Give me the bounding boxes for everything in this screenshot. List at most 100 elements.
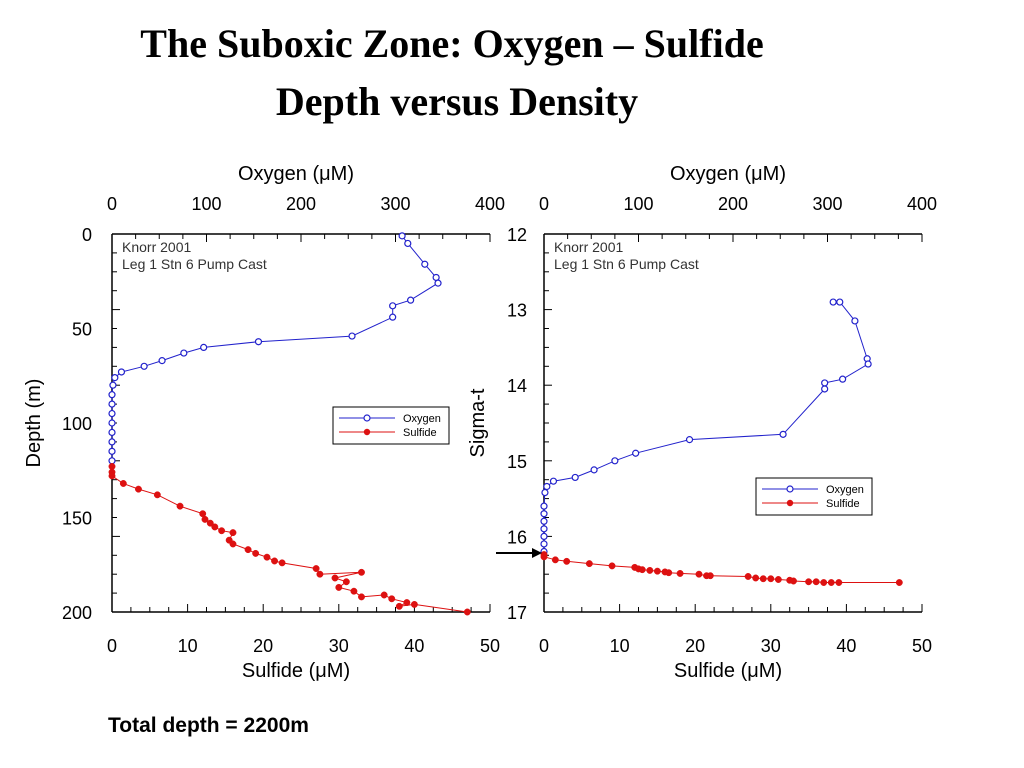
- y-tick-label: 15: [507, 452, 527, 472]
- sulfide-point: [108, 472, 116, 480]
- oxygen-point: [779, 430, 787, 438]
- top-tick-label: 100: [191, 194, 221, 214]
- sulfide-point: [119, 480, 127, 487]
- oxygen-point: [108, 447, 116, 455]
- oxygen-point: [109, 381, 117, 389]
- legend-marker: [786, 485, 794, 493]
- sulfide-point: [358, 593, 365, 601]
- top-tick-label: 200: [286, 194, 316, 214]
- sulfide-point: [206, 519, 214, 527]
- bottom-tick-label: 20: [253, 636, 273, 656]
- sulfide-point: [646, 566, 654, 574]
- sulfide-point: [676, 569, 684, 577]
- oxygen-point: [117, 368, 126, 376]
- oxygen-point: [421, 260, 429, 268]
- y-tick-label: 13: [507, 301, 527, 321]
- sulfide-point: [653, 567, 661, 575]
- sulfide-point: [790, 577, 797, 585]
- sulfide-point: [316, 570, 324, 578]
- cast-annotation: Leg 1 Stn 6 Pump Cast: [122, 256, 267, 272]
- cast-annotation: Knorr 2001: [122, 239, 191, 255]
- sulfide-point: [135, 485, 142, 493]
- sulfide-line: [111, 466, 468, 613]
- y-tick-label: 50: [72, 320, 92, 340]
- y-tick-label: 100: [62, 414, 92, 434]
- oxygen-point: [685, 436, 694, 444]
- sulfide-point: [835, 579, 843, 586]
- legend-marker: [363, 414, 371, 422]
- sulfide-point: [218, 527, 226, 535]
- depth-chart: 0 100 200 300 400 0 10 20 30 40 50 0 50 100 150 200 Oxyg…: [23, 163, 505, 682]
- sulfide-point: [463, 608, 471, 616]
- bottom-tick-label: 50: [912, 636, 932, 656]
- y-tick-label: 0: [82, 225, 92, 245]
- oxygen-point: [829, 298, 837, 306]
- y-tick-label: 12: [507, 225, 527, 245]
- legend-marker: [786, 499, 794, 507]
- sulfide-point: [551, 556, 559, 564]
- top-tick-label: 200: [718, 194, 748, 214]
- oxygen-point: [821, 379, 829, 387]
- oxygen-point: [108, 391, 116, 399]
- legend-label: Sulfide: [403, 427, 437, 439]
- sulfide-point: [403, 599, 411, 606]
- sulfide-point: [827, 579, 835, 586]
- sulfide-point: [608, 562, 616, 570]
- sulfide-point: [350, 587, 358, 595]
- y-tick-label: 200: [62, 603, 92, 623]
- slide-title-line1: The Suboxic Zone: Oxygen – Sulfide: [140, 21, 764, 66]
- oxygen-point: [108, 457, 116, 465]
- sulfide-point: [812, 578, 820, 586]
- sulfide-point: [767, 575, 775, 583]
- oxygen-point: [836, 298, 844, 306]
- sulfide-point: [563, 557, 571, 565]
- bottom-tick-label: 30: [329, 636, 349, 656]
- top-tick-label: 300: [812, 194, 842, 214]
- top-axis-label: Oxygen (μM): [238, 163, 354, 185]
- oxygen-point: [398, 232, 406, 240]
- oxygen-point: [108, 409, 116, 418]
- oxygen-point: [140, 362, 148, 370]
- y-tick-label: 17: [507, 603, 527, 623]
- sulfide-point: [176, 502, 184, 510]
- oxygen-point: [158, 357, 166, 365]
- sulfide-point: [278, 559, 286, 567]
- oxygen-point: [200, 343, 208, 351]
- legend-label: Sulfide: [826, 498, 860, 510]
- bottom-tick-label: 30: [761, 636, 781, 656]
- legend-label: Oxygen: [403, 413, 441, 425]
- sulfide-point: [638, 566, 646, 574]
- top-axis-label: Oxygen (μM): [670, 163, 786, 185]
- top-tick-label: 300: [380, 194, 410, 214]
- bottom-tick-label: 0: [107, 636, 117, 656]
- y-tick-label: 16: [507, 527, 527, 547]
- sulfide-point: [665, 569, 673, 577]
- oxygen-point: [540, 532, 548, 541]
- sulfide-point: [335, 583, 343, 591]
- y-tick-label: 14: [507, 376, 527, 396]
- bottom-tick-label: 10: [178, 636, 198, 656]
- y-tick-label: 150: [62, 509, 92, 529]
- sulfide-point: [229, 540, 237, 548]
- oxygen-point: [348, 332, 356, 340]
- sulfide-point: [331, 574, 339, 582]
- sulfide-line: [543, 554, 900, 583]
- total-depth-note: Total depth = 2200m: [108, 714, 309, 737]
- cast-annotation: Leg 1 Stn 6 Pump Cast: [554, 256, 699, 272]
- sulfide-point: [540, 553, 548, 561]
- top-tick-label: 400: [475, 194, 505, 214]
- bottom-axis-label: Sulfide (μM): [242, 660, 350, 682]
- bottom-tick-label: 10: [610, 636, 630, 656]
- oxygen-point: [108, 438, 116, 446]
- bottom-tick-label: 50: [480, 636, 500, 656]
- oxygen-point: [108, 428, 116, 437]
- oxygen-point: [611, 457, 619, 465]
- bottom-tick-label: 40: [404, 636, 424, 656]
- sulfide-point: [312, 565, 320, 572]
- bottom-tick-label: 20: [685, 636, 705, 656]
- top-tick-label: 400: [907, 194, 937, 214]
- top-tick-label: 100: [623, 194, 653, 214]
- sulfide-point: [229, 529, 237, 537]
- oxygen-point: [108, 400, 116, 408]
